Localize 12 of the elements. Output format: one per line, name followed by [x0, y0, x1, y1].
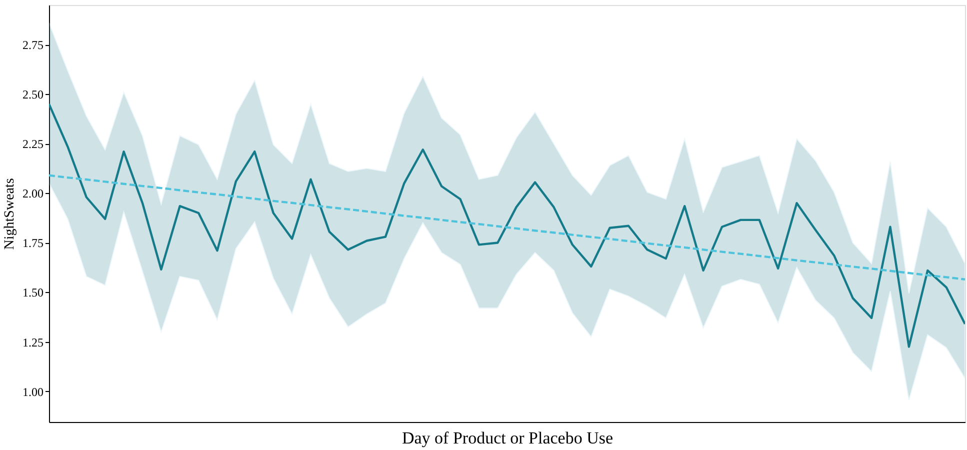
- y-tick-label: 2.75: [22, 38, 44, 52]
- y-tick-label: 1.00: [22, 384, 44, 399]
- y-tick-label: 2.50: [22, 88, 44, 102]
- y-tick-label: 1.75: [22, 236, 44, 250]
- line-series: [49, 174, 965, 280]
- x-axis-title: Day of Product or Placebo Use: [402, 428, 614, 448]
- y-tick-label: 2.25: [22, 137, 44, 152]
- y-tick-label: 1.50: [22, 286, 44, 300]
- y-axis-title: NightSweats: [2, 178, 18, 250]
- y-tick-label: 1.25: [22, 335, 44, 350]
- y-tick-label: 2.00: [22, 186, 44, 201]
- line-series: [49, 102, 965, 348]
